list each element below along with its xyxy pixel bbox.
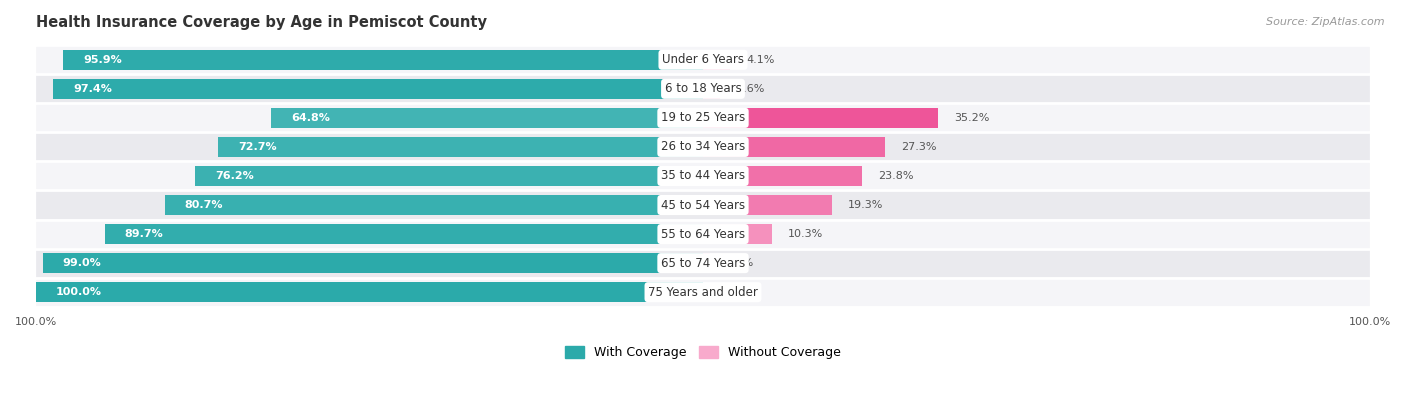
Text: 75 Years and older: 75 Years and older bbox=[648, 286, 758, 299]
FancyBboxPatch shape bbox=[37, 190, 1369, 220]
Bar bbox=[105, 224, 703, 244]
Text: 1.0%: 1.0% bbox=[725, 258, 754, 268]
FancyBboxPatch shape bbox=[37, 249, 1369, 278]
Text: 27.3%: 27.3% bbox=[901, 142, 936, 152]
Text: Source: ZipAtlas.com: Source: ZipAtlas.com bbox=[1267, 17, 1385, 27]
Bar bbox=[195, 166, 703, 186]
Text: 45 to 54 Years: 45 to 54 Years bbox=[661, 198, 745, 212]
Text: 19 to 25 Years: 19 to 25 Years bbox=[661, 111, 745, 124]
Bar bbox=[703, 166, 862, 186]
Bar bbox=[703, 50, 730, 70]
Text: 23.8%: 23.8% bbox=[877, 171, 914, 181]
Bar bbox=[703, 195, 832, 215]
Bar bbox=[703, 108, 938, 128]
Text: 97.4%: 97.4% bbox=[73, 84, 112, 94]
Text: 0.0%: 0.0% bbox=[718, 287, 747, 297]
Text: 35 to 44 Years: 35 to 44 Years bbox=[661, 169, 745, 183]
Text: Health Insurance Coverage by Age in Pemiscot County: Health Insurance Coverage by Age in Pemi… bbox=[37, 15, 486, 30]
Text: 4.1%: 4.1% bbox=[747, 55, 775, 65]
Text: 10.3%: 10.3% bbox=[787, 229, 823, 239]
Legend: With Coverage, Without Coverage: With Coverage, Without Coverage bbox=[561, 341, 845, 364]
Text: 100.0%: 100.0% bbox=[56, 287, 103, 297]
FancyBboxPatch shape bbox=[37, 74, 1369, 103]
Bar bbox=[63, 50, 703, 70]
Text: 76.2%: 76.2% bbox=[215, 171, 253, 181]
Bar bbox=[42, 253, 703, 273]
FancyBboxPatch shape bbox=[37, 132, 1369, 161]
Bar bbox=[37, 282, 703, 302]
Text: 55 to 64 Years: 55 to 64 Years bbox=[661, 227, 745, 241]
FancyBboxPatch shape bbox=[37, 278, 1369, 307]
FancyBboxPatch shape bbox=[37, 103, 1369, 132]
Bar bbox=[703, 224, 772, 244]
Bar bbox=[271, 108, 703, 128]
Bar bbox=[218, 137, 703, 157]
Text: 64.8%: 64.8% bbox=[291, 113, 330, 123]
FancyBboxPatch shape bbox=[37, 45, 1369, 74]
Text: 99.0%: 99.0% bbox=[63, 258, 101, 268]
Bar bbox=[165, 195, 703, 215]
Bar bbox=[53, 79, 703, 99]
Text: 95.9%: 95.9% bbox=[83, 55, 122, 65]
Text: 80.7%: 80.7% bbox=[184, 200, 224, 210]
Text: 26 to 34 Years: 26 to 34 Years bbox=[661, 140, 745, 154]
FancyBboxPatch shape bbox=[37, 161, 1369, 190]
Text: Under 6 Years: Under 6 Years bbox=[662, 53, 744, 66]
FancyBboxPatch shape bbox=[37, 220, 1369, 249]
Text: 6 to 18 Years: 6 to 18 Years bbox=[665, 82, 741, 95]
Text: 72.7%: 72.7% bbox=[238, 142, 277, 152]
Text: 35.2%: 35.2% bbox=[953, 113, 988, 123]
Text: 19.3%: 19.3% bbox=[848, 200, 883, 210]
Text: 65 to 74 Years: 65 to 74 Years bbox=[661, 256, 745, 270]
Text: 2.6%: 2.6% bbox=[737, 84, 765, 94]
Bar bbox=[703, 137, 884, 157]
Bar bbox=[703, 253, 710, 273]
Text: 89.7%: 89.7% bbox=[125, 229, 163, 239]
Bar bbox=[703, 79, 720, 99]
